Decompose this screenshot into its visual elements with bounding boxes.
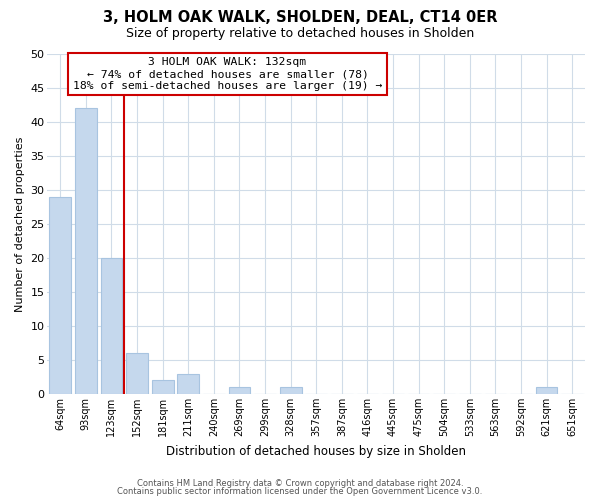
Bar <box>152 380 173 394</box>
Text: Contains public sector information licensed under the Open Government Licence v3: Contains public sector information licen… <box>118 487 482 496</box>
Bar <box>178 374 199 394</box>
Bar <box>229 387 250 394</box>
Text: 3 HOLM OAK WALK: 132sqm
← 74% of detached houses are smaller (78)
18% of semi-de: 3 HOLM OAK WALK: 132sqm ← 74% of detache… <box>73 58 382 90</box>
Bar <box>49 197 71 394</box>
Bar <box>280 387 302 394</box>
Y-axis label: Number of detached properties: Number of detached properties <box>15 136 25 312</box>
Bar <box>126 353 148 394</box>
Text: Contains HM Land Registry data © Crown copyright and database right 2024.: Contains HM Land Registry data © Crown c… <box>137 478 463 488</box>
Text: Size of property relative to detached houses in Sholden: Size of property relative to detached ho… <box>126 28 474 40</box>
X-axis label: Distribution of detached houses by size in Sholden: Distribution of detached houses by size … <box>166 444 466 458</box>
Bar <box>101 258 122 394</box>
Text: 3, HOLM OAK WALK, SHOLDEN, DEAL, CT14 0ER: 3, HOLM OAK WALK, SHOLDEN, DEAL, CT14 0E… <box>103 10 497 25</box>
Bar <box>75 108 97 394</box>
Bar <box>536 387 557 394</box>
